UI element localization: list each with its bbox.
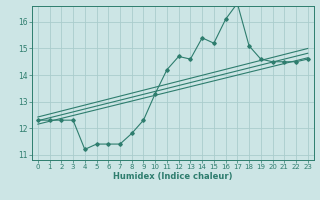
X-axis label: Humidex (Indice chaleur): Humidex (Indice chaleur) (113, 172, 233, 181)
